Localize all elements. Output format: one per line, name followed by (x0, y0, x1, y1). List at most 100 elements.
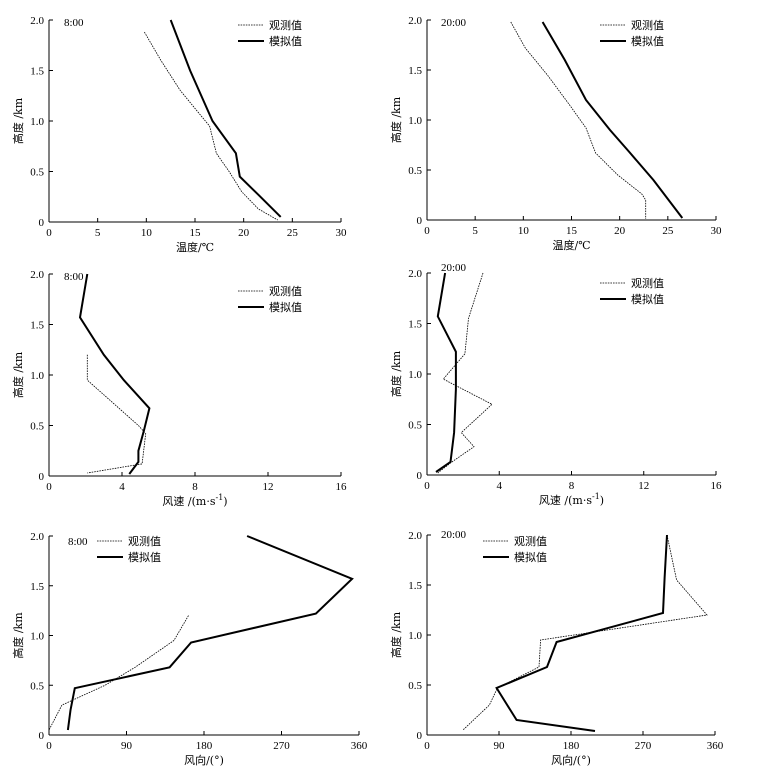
chart-panel-6: 0 90 180 270 360 0 0.5 1.0 1.5 2.0 风向/(°) 高度 /km 20:… (389, 529, 724, 767)
x-tick-label: 15 (566, 225, 578, 237)
x-axis-label-end: ) (223, 495, 227, 508)
y-tick-label: 0.5 (30, 421, 44, 433)
time-label: 20:00 (441, 262, 467, 274)
time-label: 20:00 (441, 529, 467, 541)
y-tick-label: 1.0 (408, 115, 422, 127)
y-tick-label: 2.0 (408, 15, 422, 27)
y-tick-label: 1.5 (408, 65, 422, 77)
chart-panel-3: 0 4 8 12 16 0 0.5 1.0 1.5 2.0 风速 /(m·s-1) 高度 /km 8:0… (11, 269, 347, 508)
legend-label: 观测值 (631, 19, 664, 32)
x-axis-label-main: 风速 /(m·s (162, 495, 215, 508)
series-observed-line (510, 21, 647, 219)
x-tick-label: 4 (119, 481, 125, 493)
series-observed-line (144, 31, 278, 221)
x-axis-label: 风速 /(m·s-1) (539, 492, 604, 507)
x-tick-label: 16 (336, 481, 348, 493)
series-observed-line (437, 272, 493, 474)
x-axis-label: 风向/(°) (184, 753, 224, 767)
x-tick-label: 0 (424, 480, 430, 492)
x-axis-label: 温度/℃ (176, 240, 214, 254)
y-tick-label: 1.5 (30, 66, 44, 78)
x-axis-label: 温度/℃ (552, 238, 590, 252)
x-tick-label: 12 (638, 480, 649, 492)
x-tick-label: 25 (662, 225, 674, 237)
legend-label: 观测值 (269, 285, 302, 298)
y-tick-label: 2.0 (408, 530, 422, 542)
chart-panel-4: 0 4 8 12 16 0 0.5 1.0 1.5 2.0 风速 /(m·s-1) 高度 /km 20:… (389, 262, 722, 507)
x-tick-label: 0 (46, 481, 52, 493)
x-tick-label: 25 (287, 227, 299, 239)
x-tick-label: 12 (263, 481, 274, 493)
y-tick-label: 2.0 (408, 268, 422, 280)
x-tick-label: 30 (336, 227, 348, 239)
legend-label: 观测值 (631, 277, 664, 290)
x-axis-label-main: 风向/(°) (551, 753, 591, 767)
chart-panel-5: 0 90 180 270 360 0 0.5 1.0 1.5 2.0 风向/(°) 高度 /km 8:0… (11, 531, 368, 767)
y-axis-label: 高度 /km (389, 611, 403, 658)
y-tick-label: 1.5 (30, 581, 44, 593)
y-tick-label: 2.0 (30, 531, 44, 543)
legend-label: 观测值 (269, 19, 302, 32)
x-axis-label-sup: -1 (215, 493, 223, 502)
x-tick-label: 20 (238, 227, 250, 239)
x-tick-label: 0 (424, 740, 430, 752)
x-tick-label: 4 (497, 480, 503, 492)
x-tick-label: 90 (121, 740, 133, 752)
x-tick-label: 270 (273, 740, 290, 752)
y-tick-label: 0 (417, 730, 423, 742)
x-tick-label: 16 (711, 480, 723, 492)
x-tick-label: 0 (424, 225, 430, 237)
y-axis-label: 高度 /km (11, 612, 25, 659)
x-axis-label-main: 风向/(°) (184, 753, 224, 767)
x-axis-label-main: 温度/℃ (552, 238, 590, 252)
x-tick-label: 8 (569, 480, 575, 492)
y-tick-label: 0.5 (408, 420, 422, 432)
legend-label: 观测值 (128, 535, 161, 548)
y-tick-label: 0.5 (30, 680, 44, 692)
y-tick-label: 1.0 (30, 370, 44, 382)
time-label: 8:00 (68, 536, 88, 548)
x-tick-label: 360 (351, 740, 368, 752)
x-tick-label: 90 (494, 740, 506, 752)
time-label: 8:00 (64, 17, 84, 29)
series-simulated-line (66, 535, 354, 731)
x-tick-label: 0 (46, 227, 52, 239)
x-tick-label: 180 (196, 740, 213, 752)
y-tick-label: 0 (417, 470, 423, 482)
y-tick-label: 2.0 (30, 15, 44, 27)
x-axis-label-sup: -1 (592, 492, 600, 501)
x-axis-label-main: 温度/℃ (176, 240, 214, 254)
y-axis-label: 高度 /km (389, 96, 403, 143)
y-tick-label: 0 (39, 730, 45, 742)
x-tick-label: 0 (46, 740, 52, 752)
series-observed-line (86, 354, 147, 474)
y-tick-label: 0 (39, 217, 45, 229)
chart-panel-1: 0 5 10 15 20 25 30 0 0.5 1.0 1.5 2.0 温度/℃ 高度 /km 8:00 观… (11, 15, 347, 254)
y-tick-label: 1.0 (408, 630, 422, 642)
series-observed-line (48, 615, 189, 731)
x-tick-label: 5 (472, 225, 478, 237)
y-tick-label: 1.5 (408, 319, 422, 331)
x-tick-label: 180 (563, 740, 580, 752)
x-tick-label: 270 (635, 740, 652, 752)
series-simulated-line (78, 273, 151, 475)
legend-label: 模拟值 (269, 34, 302, 48)
y-axis-label: 高度 /km (11, 97, 25, 144)
series-simulated-line (169, 19, 282, 218)
legend-label: 模拟值 (631, 34, 664, 48)
y-tick-label: 2.0 (30, 269, 44, 281)
legend-label: 模拟值 (128, 550, 161, 564)
y-tick-label: 0.5 (408, 680, 422, 692)
y-tick-label: 1.5 (30, 320, 44, 332)
x-tick-label: 360 (707, 740, 724, 752)
y-tick-label: 0.5 (30, 167, 44, 179)
y-tick-label: 0 (417, 215, 423, 227)
series-observed-line (462, 534, 708, 731)
y-tick-label: 1.0 (30, 116, 44, 128)
x-tick-label: 5 (95, 227, 101, 239)
x-axis-label-main: 风速 /(m·s (539, 494, 592, 507)
legend-label: 观测值 (514, 535, 547, 548)
x-axis-label: 风速 /(m·s-1) (162, 493, 227, 508)
